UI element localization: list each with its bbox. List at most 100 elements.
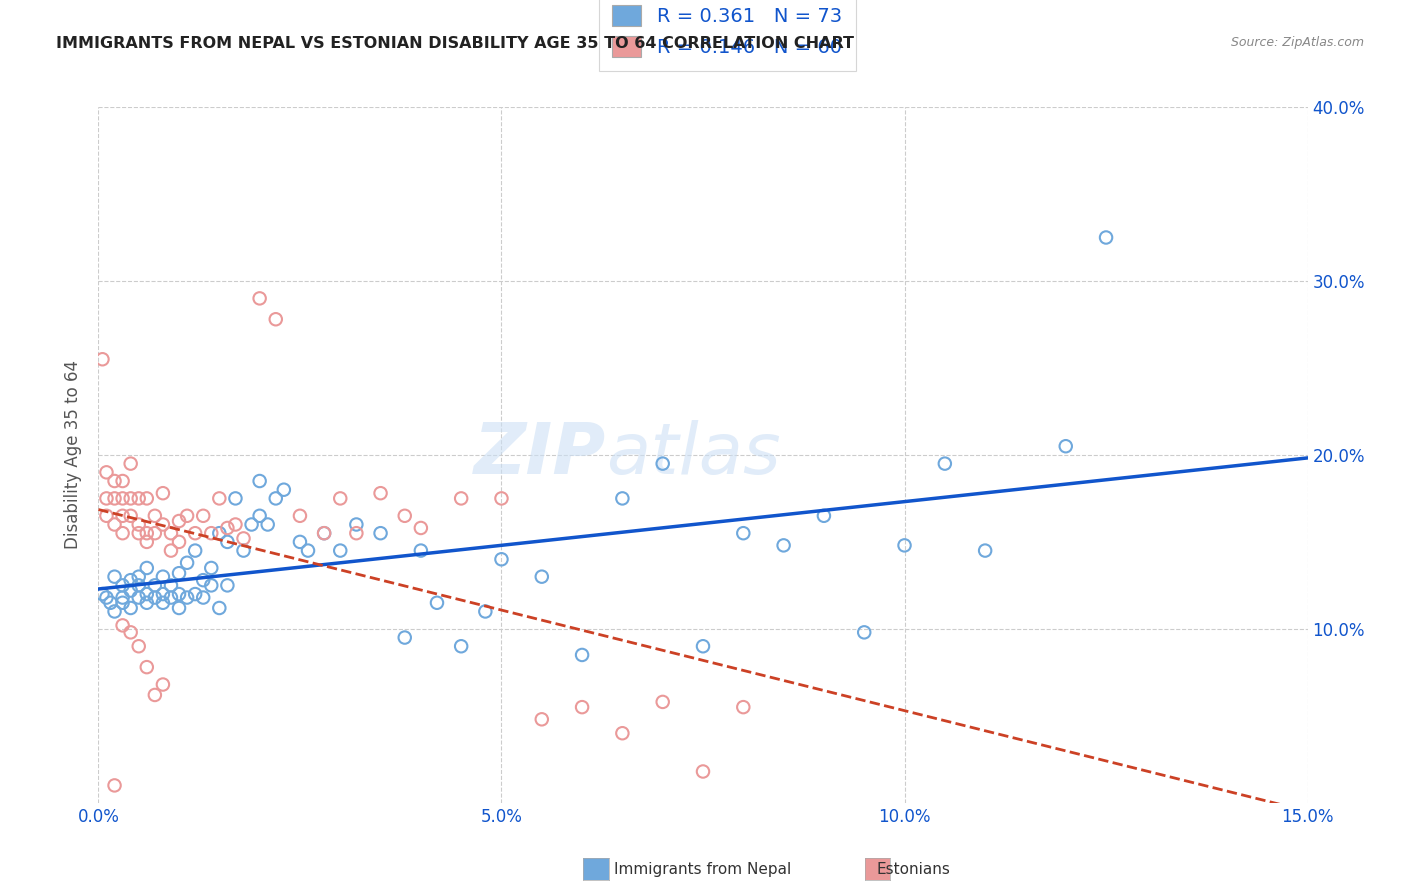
Point — [167, 587, 190, 601]
Point — [934, 457, 956, 471]
Point — [224, 491, 246, 506]
Point — [612, 491, 634, 506]
Point — [426, 596, 449, 610]
Point — [264, 491, 287, 506]
Point — [120, 625, 142, 640]
Point — [111, 591, 134, 605]
Point — [91, 587, 114, 601]
Point — [733, 700, 755, 714]
Point — [167, 514, 190, 528]
Point — [224, 517, 246, 532]
Point — [232, 543, 254, 558]
Point — [256, 517, 278, 532]
Point — [297, 543, 319, 558]
Point — [491, 552, 513, 566]
Point — [370, 486, 392, 500]
Point — [143, 688, 166, 702]
Point — [394, 508, 416, 523]
Point — [264, 312, 287, 326]
Point — [344, 526, 367, 541]
Point — [152, 587, 174, 601]
Point — [96, 491, 118, 506]
Text: Source: ZipAtlas.com: Source: ZipAtlas.com — [1230, 36, 1364, 49]
Point — [1095, 230, 1118, 244]
Point — [651, 457, 673, 471]
Point — [232, 532, 254, 546]
Text: ZIP: ZIP — [474, 420, 606, 490]
Point — [128, 517, 150, 532]
Point — [200, 526, 222, 541]
Point — [208, 526, 231, 541]
Point — [167, 601, 190, 615]
Point — [491, 491, 513, 506]
Point — [152, 596, 174, 610]
Point — [120, 508, 142, 523]
Point — [96, 508, 118, 523]
Point — [193, 508, 215, 523]
Point — [853, 625, 876, 640]
Point — [160, 578, 183, 592]
Point — [167, 534, 190, 549]
Point — [111, 491, 134, 506]
Point — [96, 591, 118, 605]
Point — [111, 526, 134, 541]
Point — [128, 578, 150, 592]
Point — [651, 695, 673, 709]
Point — [135, 534, 157, 549]
Point — [409, 521, 432, 535]
Point — [152, 517, 174, 532]
Point — [128, 526, 150, 541]
Point — [249, 474, 271, 488]
Point — [409, 543, 432, 558]
Point — [96, 466, 118, 480]
Point — [128, 491, 150, 506]
Point — [135, 491, 157, 506]
Point — [135, 660, 157, 674]
Point — [143, 526, 166, 541]
Text: Immigrants from Nepal: Immigrants from Nepal — [614, 863, 792, 877]
Point — [143, 508, 166, 523]
Point — [128, 591, 150, 605]
Point — [176, 591, 198, 605]
Point — [152, 677, 174, 691]
Point — [120, 573, 142, 587]
Point — [184, 526, 207, 541]
Legend: R = 0.361   N = 73, R = 0.146   N = 60: R = 0.361 N = 73, R = 0.146 N = 60 — [599, 0, 856, 70]
Point — [249, 508, 271, 523]
Y-axis label: Disability Age 35 to 64: Disability Age 35 to 64 — [65, 360, 83, 549]
Point — [135, 596, 157, 610]
Point — [135, 587, 157, 601]
Point — [530, 712, 553, 726]
Point — [111, 508, 134, 523]
Text: IMMIGRANTS FROM NEPAL VS ESTONIAN DISABILITY AGE 35 TO 64 CORRELATION CHART: IMMIGRANTS FROM NEPAL VS ESTONIAN DISABI… — [56, 36, 855, 51]
Point — [135, 526, 157, 541]
Point — [111, 618, 134, 632]
Point — [394, 631, 416, 645]
Point — [772, 538, 794, 552]
Point — [120, 457, 142, 471]
Point — [249, 291, 271, 305]
Point — [160, 591, 183, 605]
Point — [733, 526, 755, 541]
Point — [103, 605, 125, 619]
Point — [217, 578, 239, 592]
Point — [103, 570, 125, 584]
Point — [450, 639, 472, 653]
Point — [200, 561, 222, 575]
Point — [103, 491, 125, 506]
Point — [120, 583, 142, 598]
Text: Estonians: Estonians — [877, 863, 950, 877]
Point — [120, 491, 142, 506]
Point — [176, 556, 198, 570]
Point — [217, 521, 239, 535]
Point — [370, 526, 392, 541]
Point — [329, 491, 352, 506]
Point — [530, 570, 553, 584]
Point — [111, 596, 134, 610]
Point — [571, 700, 593, 714]
Point — [893, 538, 915, 552]
Point — [128, 639, 150, 653]
Point — [135, 561, 157, 575]
Point — [314, 526, 336, 541]
Point — [692, 764, 714, 779]
